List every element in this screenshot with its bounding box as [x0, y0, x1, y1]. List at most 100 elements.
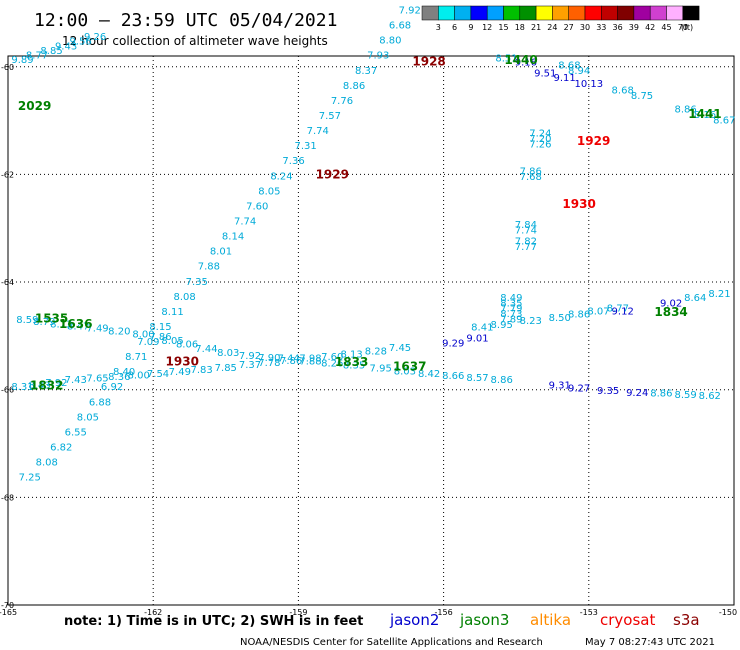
pass-time-label: 2029 [18, 99, 51, 113]
colorbar-swatch [649, 5, 667, 21]
y-tick-label: -68 [1, 493, 14, 502]
swh-point: 7.37 [239, 360, 261, 371]
swh-point: 8.95 [491, 320, 513, 331]
colorbar-label: 27 [564, 23, 574, 32]
swh-point: 8.24 [270, 171, 292, 182]
swh-point: 7.54 [147, 369, 169, 380]
swh-point: 7.98 [299, 354, 321, 365]
swh-point: 8.16 [694, 110, 716, 121]
swh-point: 7.93 [367, 51, 389, 62]
colorbar-swatch [568, 5, 586, 21]
colorbar-swatch [666, 5, 684, 21]
colorbar-swatch [454, 5, 472, 21]
swh-point: 8.59 [674, 390, 696, 401]
swh-point: 7.44 [195, 344, 217, 355]
swh-point: 7.44 [278, 354, 300, 365]
colorbar-swatch [633, 5, 651, 21]
x-tick-label: -153 [580, 608, 598, 617]
swh-point: 9.27 [568, 383, 590, 394]
swh-point: 8.86 [343, 81, 365, 92]
swh-point: 8.43 [28, 381, 50, 392]
axis-ticks: -165 -162 -159 -156 -153 -150 -60 -62 -64 -66 -68 -… [0, 63, 737, 617]
swh-point: 8.79 [33, 317, 55, 328]
swh-point: 7.49 [86, 324, 108, 335]
swh-point: 8.36 [108, 372, 130, 383]
swh-point: 8.05 [161, 336, 183, 347]
swh-point: 8.51 [495, 53, 517, 64]
swh-point: 8.07 [587, 306, 609, 317]
legend-entry: altika [530, 611, 571, 629]
y-tick-label: -60 [1, 63, 14, 72]
swh-point: 7.82 [515, 236, 537, 247]
satellite-legend: jason2 jason3 altika cryosat s3a [389, 611, 700, 629]
swh-point: 6.92 [101, 382, 123, 393]
swh-point: 8.66 [442, 371, 464, 382]
colorbar-swatch [682, 5, 700, 21]
colorbar-swatch [438, 5, 455, 21]
swh-point: 7.85 [215, 363, 237, 374]
swh-point: 6.88 [89, 397, 111, 408]
swh-point: 9.56 [69, 37, 91, 48]
colorbar-label: 12 [482, 23, 492, 32]
swh-point: 7.86 [280, 356, 302, 367]
swh-point: 9.26 [84, 32, 106, 43]
y-tick-label: -70 [1, 601, 14, 610]
swh-point: 9.11 [553, 73, 575, 84]
swh-point: 9.35 [597, 386, 619, 397]
swh-point: 8.23 [520, 316, 542, 327]
swh-point: 7.36 [282, 156, 304, 167]
swh-point: 8.73 [50, 319, 72, 330]
swh-point: 7.43 [65, 375, 87, 386]
swh-point: 7.92 [399, 5, 421, 16]
chart-title: 12:00 – 23:59 UTC 05/04/2021 [34, 10, 337, 31]
swh-point: 8.26 [321, 359, 343, 370]
pass-time-label: 1834 [654, 305, 687, 319]
swh-point: 8.21 [708, 289, 730, 300]
swh-point: 8.08 [174, 292, 196, 303]
pass-time-label: 1637 [393, 359, 426, 373]
swh-point: 8.05 [77, 412, 99, 423]
swh-point: 8.77 [26, 51, 48, 62]
swh-point: 7.35 [186, 277, 208, 288]
swh-point: 8.68 [558, 60, 580, 71]
swh-point: 8.28 [365, 347, 387, 358]
legend-entry: cryosat [600, 611, 655, 629]
swh-point: 8.85 [40, 46, 62, 57]
swh-point: 8.73 [500, 309, 522, 320]
colorbar-unit: (ft) [681, 23, 693, 32]
colorbar-swatch [535, 5, 553, 21]
swh-point: 7.49 [169, 367, 191, 378]
swh-point: 8.35 [500, 298, 522, 309]
colorbar-label: 9 [468, 23, 473, 32]
swh-point: 8.49 [500, 293, 522, 304]
swh-point: 8.86 [568, 310, 590, 321]
swh-point: 8.15 [149, 322, 171, 333]
swh-point: 8.64 [684, 293, 706, 304]
pass-time-label: 1928 [412, 55, 445, 69]
colorbar-swatch [470, 5, 488, 21]
grid-lines [8, 56, 734, 605]
colorbar-label: 3 [436, 23, 441, 32]
x-tick-label: -150 [719, 608, 737, 617]
data-points: 9.898.778.859.439.569.268.598.798.738.47… [11, 0, 735, 484]
plot-frame [7, 55, 735, 606]
colorbar-label: 33 [596, 23, 606, 32]
swh-point: 7.88 [299, 356, 321, 367]
swh-point: 7.92 [45, 378, 67, 389]
colorbar-swatch [552, 5, 569, 21]
colorbar-label: 15 [498, 23, 508, 32]
swh-point: 8.14 [222, 232, 244, 243]
colorbar-label: 21 [531, 23, 541, 32]
swh-point: 8.94 [568, 66, 590, 77]
colorbar-label: 6 [452, 23, 457, 32]
colorbar-swatch [601, 5, 618, 21]
colorbar-label: 45 [661, 23, 671, 32]
swh-point: 7.68 [520, 172, 542, 183]
colorbar-label: 39 [629, 23, 639, 32]
swh-point: 7.45 [389, 343, 411, 354]
swh-point: 8.41 [471, 323, 493, 334]
swh-point: 7.65 [86, 374, 108, 385]
swh-point: 8.77 [607, 304, 629, 315]
swh-point: 8.71 [125, 352, 147, 363]
